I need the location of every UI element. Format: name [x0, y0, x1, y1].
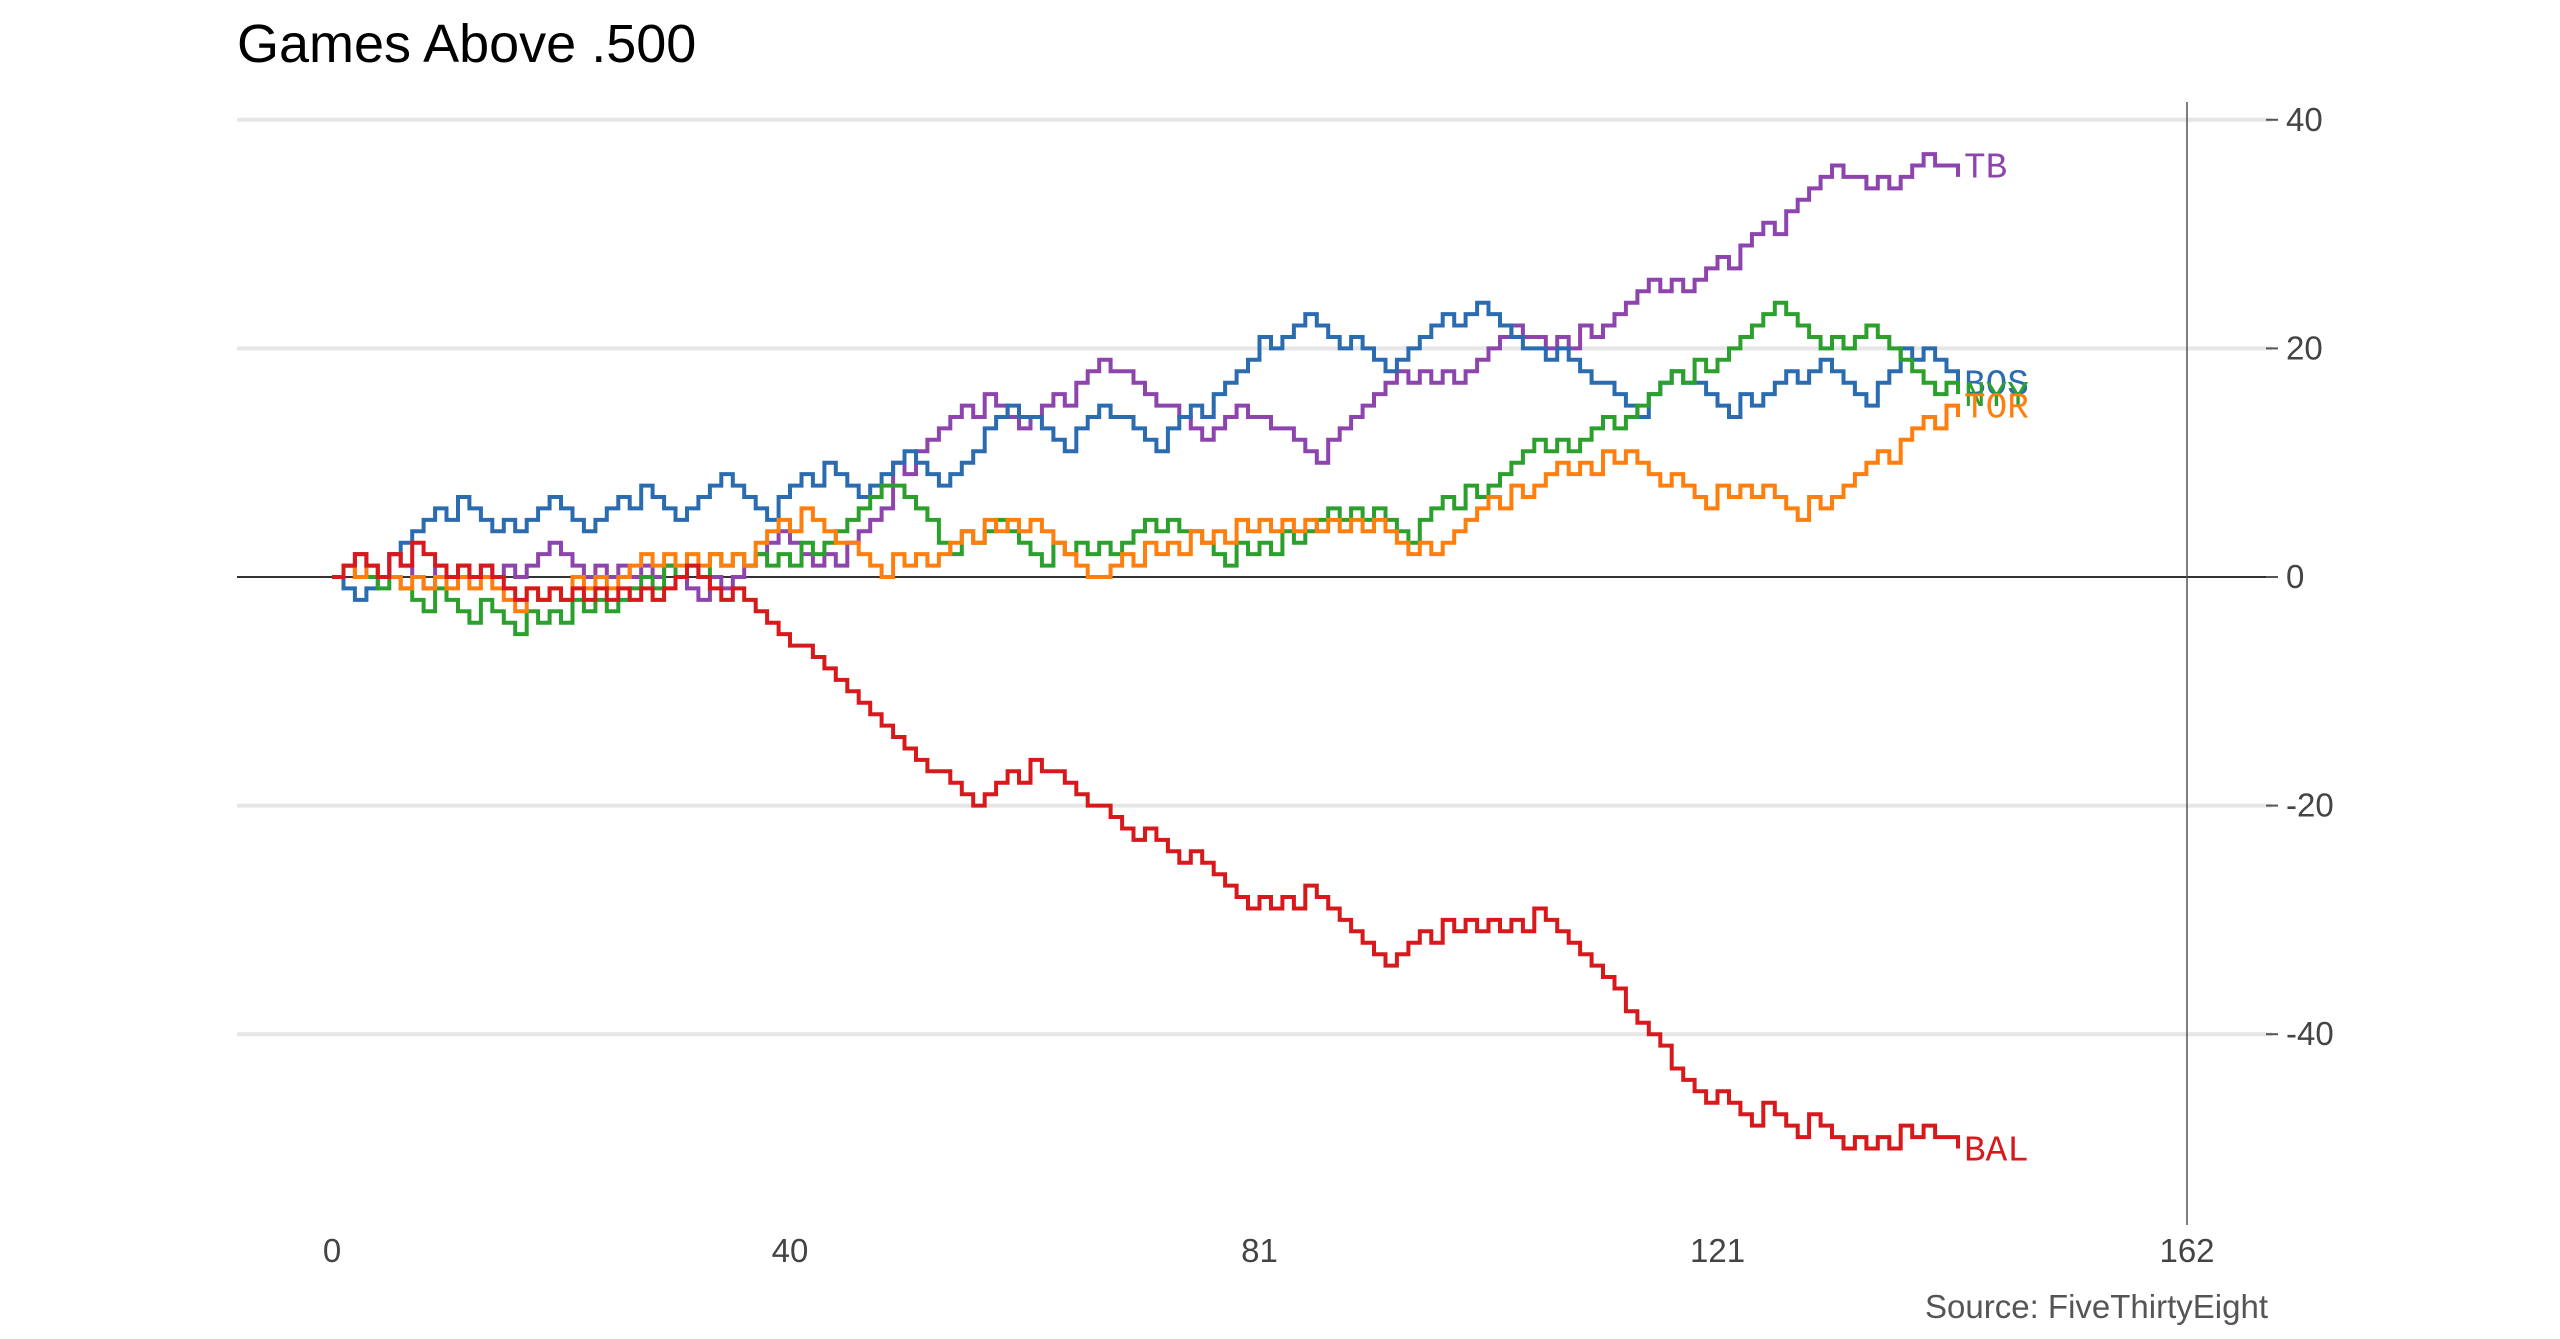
series-lines	[332, 152, 1960, 1151]
series-label-nyy: NYY	[1964, 376, 2029, 417]
series-line-nyy	[332, 300, 1960, 637]
series-label-bal: BAL	[1964, 1131, 2029, 1172]
series-line-bal	[332, 540, 1960, 1151]
series-label-tb: TB	[1964, 148, 2007, 189]
source-caption: Source: FiveThirtyEight	[1925, 1288, 2268, 1325]
y-tick-label: -40	[2286, 1015, 2334, 1052]
x-axis-ticks: 0 40 81 121 162	[323, 1232, 2215, 1269]
y-tick-label: 0	[2286, 558, 2304, 595]
chart-title: Games Above .500	[237, 14, 696, 74]
x-tick-label: 81	[1241, 1232, 1278, 1269]
series-line-tb	[332, 152, 1960, 602]
x-tick-label: 162	[2159, 1232, 2214, 1269]
series-label-bos: BOS	[1964, 365, 2029, 406]
series-label-tor: TOR	[1964, 388, 2029, 429]
y-tick-label: -20	[2286, 787, 2334, 824]
x-tick-label: 40	[772, 1232, 809, 1269]
axes	[237, 102, 2272, 1225]
y-tick-label: 40	[2286, 101, 2323, 138]
x-tick-label: 121	[1690, 1232, 1745, 1269]
y-axis-ticks: 40 20 0 -20 -40	[2266, 101, 2334, 1052]
y-tick-label: 20	[2286, 329, 2323, 366]
x-tick-label: 0	[323, 1232, 341, 1269]
